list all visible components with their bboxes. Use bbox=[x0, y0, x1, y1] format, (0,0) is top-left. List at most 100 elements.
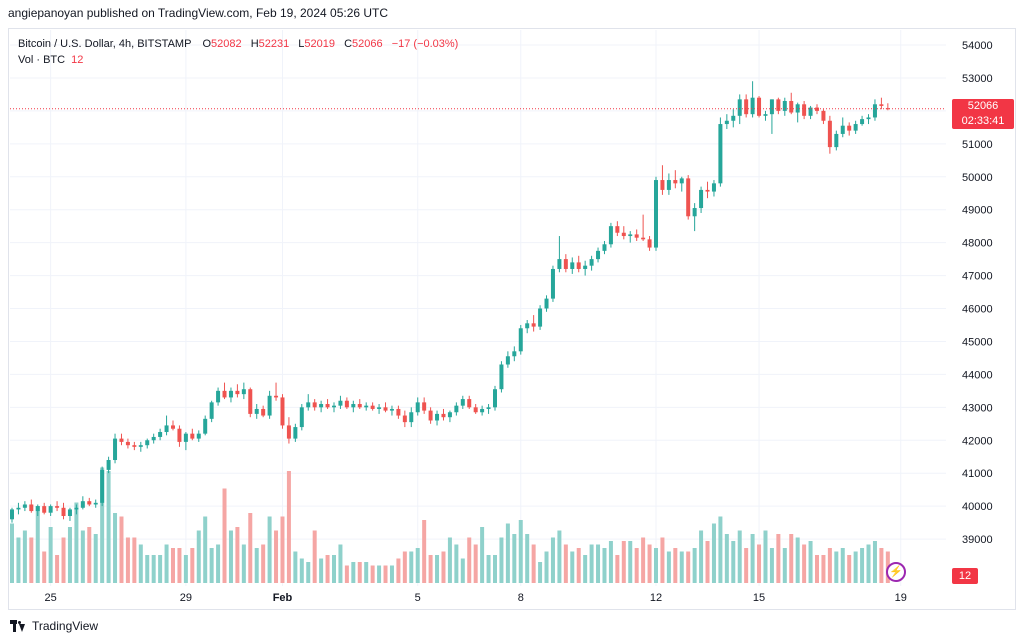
volume-bar bbox=[538, 562, 543, 583]
candle bbox=[377, 404, 382, 414]
volume-bar bbox=[505, 523, 510, 583]
candle bbox=[55, 501, 60, 512]
candle bbox=[699, 186, 704, 213]
volume-bar bbox=[132, 537, 137, 583]
candle bbox=[615, 221, 620, 237]
candle bbox=[750, 81, 755, 118]
price-tick-label: 48000 bbox=[962, 238, 993, 250]
candle bbox=[80, 496, 85, 510]
legend-open-label: O bbox=[202, 38, 212, 50]
volume-bar bbox=[274, 530, 279, 583]
chart-frame[interactable] bbox=[8, 28, 1016, 610]
volume-bar bbox=[377, 565, 382, 583]
candle bbox=[61, 502, 66, 520]
volume-bar bbox=[782, 548, 787, 583]
volume-bar bbox=[280, 516, 285, 583]
candle bbox=[769, 99, 774, 134]
candle bbox=[666, 173, 671, 195]
candle bbox=[705, 181, 710, 199]
volume-bar bbox=[299, 558, 304, 583]
volume-bar bbox=[795, 537, 800, 583]
volume-bar bbox=[615, 555, 620, 583]
candle bbox=[261, 405, 266, 418]
volume-bar bbox=[641, 537, 646, 583]
candle bbox=[151, 433, 156, 444]
candle bbox=[518, 324, 523, 355]
candle bbox=[409, 407, 414, 428]
candle bbox=[544, 295, 549, 312]
candle bbox=[312, 399, 317, 411]
volume-bar bbox=[486, 555, 491, 583]
candle bbox=[42, 502, 47, 515]
lightning-icon[interactable]: ⚡ bbox=[886, 562, 906, 582]
last-price-tag: 52066 02:33:41 bbox=[952, 99, 1014, 129]
volume-bar bbox=[351, 562, 356, 583]
volume-bar bbox=[544, 551, 549, 583]
candle bbox=[847, 122, 852, 136]
candle bbox=[29, 499, 34, 513]
volume-bar bbox=[383, 565, 388, 583]
candle bbox=[827, 115, 832, 154]
candle bbox=[711, 180, 716, 197]
price-tick-label: 53000 bbox=[962, 73, 993, 85]
volume-bar bbox=[724, 534, 729, 583]
legend-low-value: 52019 bbox=[304, 38, 336, 50]
time-tick-label: 25 bbox=[45, 592, 57, 604]
volume-bar bbox=[647, 544, 652, 583]
volume-bar bbox=[563, 544, 568, 583]
candle bbox=[673, 170, 678, 189]
volume-bar bbox=[145, 555, 150, 583]
candle bbox=[860, 115, 865, 126]
candle bbox=[602, 240, 607, 255]
candle bbox=[132, 441, 137, 451]
volume-bar bbox=[686, 551, 691, 583]
volume-bar bbox=[138, 544, 143, 583]
volume-bar bbox=[769, 548, 774, 583]
volume-bar bbox=[705, 541, 710, 583]
candle bbox=[563, 254, 568, 273]
price-tick-label: 43000 bbox=[962, 402, 993, 414]
price-tick-label: 50000 bbox=[962, 172, 993, 184]
candle bbox=[467, 395, 472, 409]
legend-change: −17 (−0.03%) bbox=[391, 38, 459, 50]
price-tick-label: 42000 bbox=[962, 435, 993, 447]
volume-bar bbox=[602, 548, 607, 583]
legend-ohlc-row: Bitcoin / U.S. Dollar, 4h, BITSTAMP O520… bbox=[18, 36, 464, 52]
volume-bar bbox=[190, 548, 195, 583]
volume-bar bbox=[42, 551, 47, 583]
candle bbox=[570, 257, 575, 274]
candle bbox=[596, 247, 601, 263]
candle bbox=[454, 402, 459, 416]
volume-bar bbox=[473, 544, 478, 583]
candle bbox=[209, 400, 214, 423]
volume-bar bbox=[216, 544, 221, 583]
candle bbox=[525, 320, 530, 334]
time-tick-label: 29 bbox=[180, 592, 192, 604]
volume-bar bbox=[319, 558, 324, 583]
candle bbox=[16, 502, 21, 515]
candle bbox=[357, 399, 362, 409]
candle bbox=[138, 441, 143, 452]
volume-bar bbox=[454, 544, 459, 583]
volume-bar bbox=[357, 562, 362, 583]
candle bbox=[647, 236, 652, 251]
volume-bar bbox=[834, 551, 839, 583]
price-tick-label: 45000 bbox=[962, 336, 993, 348]
candle bbox=[840, 117, 845, 138]
candle bbox=[679, 176, 684, 192]
candle bbox=[692, 203, 697, 232]
volume-bar bbox=[338, 544, 343, 583]
candle bbox=[22, 501, 27, 512]
candle bbox=[74, 504, 79, 515]
volume-bar bbox=[312, 530, 317, 583]
tradingview-logo-icon bbox=[10, 620, 26, 632]
candle bbox=[332, 402, 336, 413]
legend-volume-row: Vol · BTC 12 bbox=[18, 52, 464, 68]
candle bbox=[383, 402, 388, 413]
volume-bar bbox=[660, 537, 665, 583]
candle bbox=[660, 165, 665, 195]
candle bbox=[10, 507, 14, 523]
volume-bar bbox=[840, 548, 845, 583]
legend-high-value: 52231 bbox=[258, 38, 290, 50]
